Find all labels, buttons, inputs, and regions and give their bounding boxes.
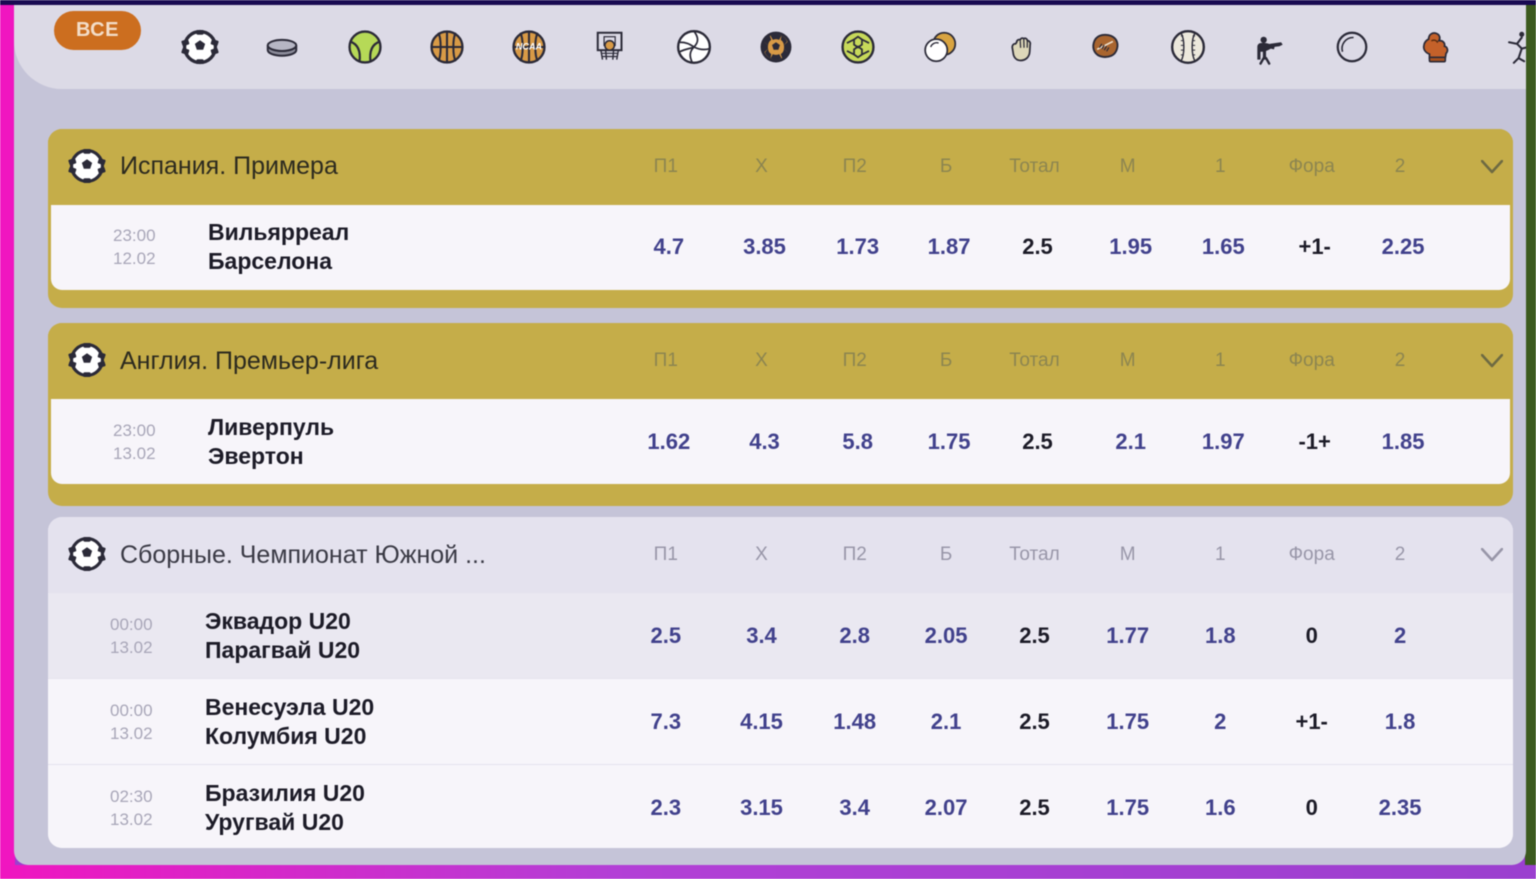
svg-text:NCAA: NCAA — [516, 41, 542, 51]
